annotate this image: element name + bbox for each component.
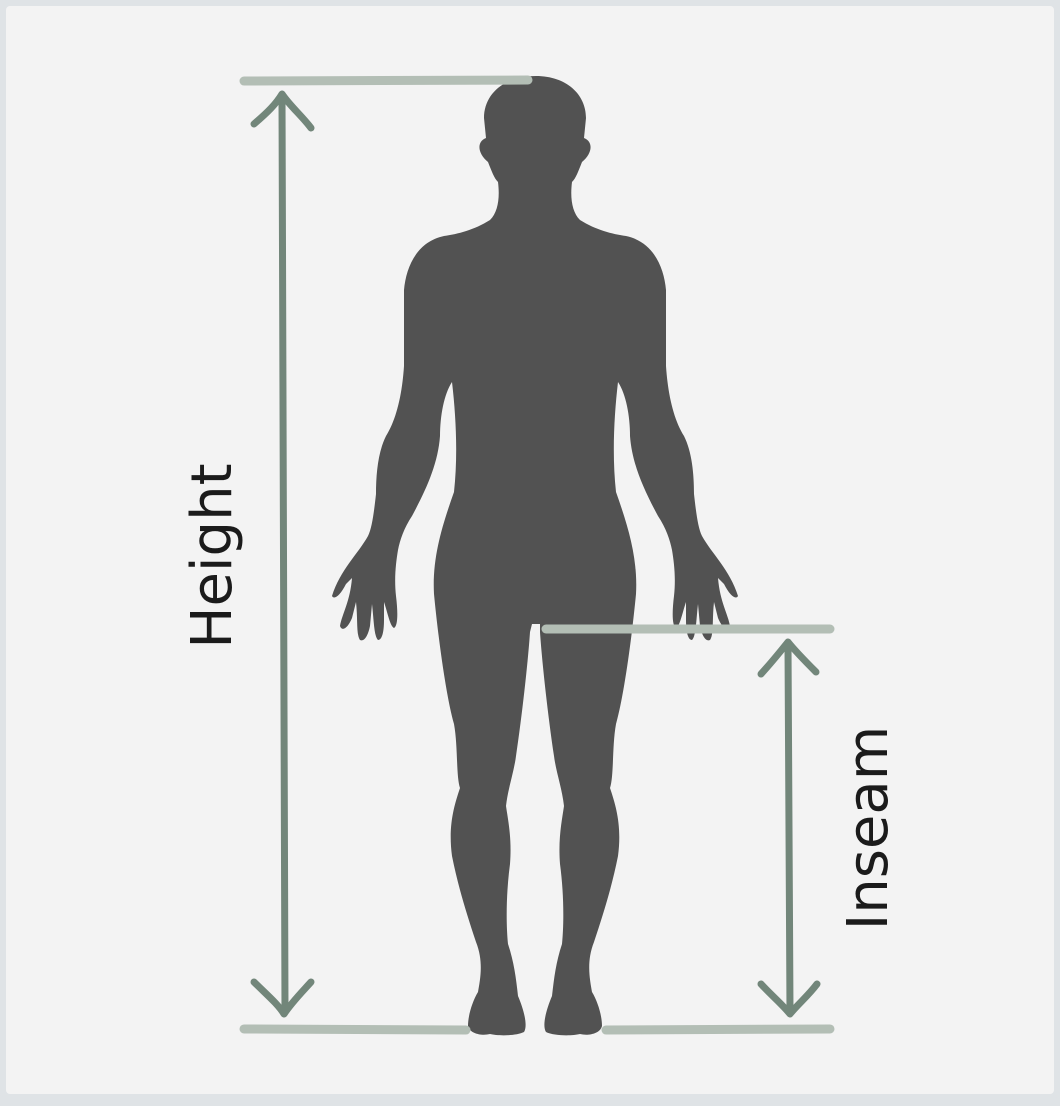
height-arrow — [250, 90, 315, 1018]
inseam-arrow-shaft — [784, 642, 794, 1015]
height-arrow-bottom-head — [250, 978, 315, 1018]
height-bottom-guide — [239, 1024, 471, 1035]
inseam-bottom-guide — [601, 1024, 835, 1035]
inseam-label: Inseam — [836, 726, 901, 931]
human-figure-silhouette — [332, 76, 738, 1036]
height-label: Height — [180, 463, 245, 648]
figure-body — [332, 76, 738, 1036]
inseam-arrow-bottom-head — [757, 980, 821, 1018]
measurement-diagram: Height Inseam — [180, 75, 901, 1036]
inseam-arrow-top-head — [757, 638, 820, 678]
inseam-arrow — [757, 638, 821, 1018]
height-top-guide — [239, 75, 533, 86]
height-arrow-top-head — [250, 90, 315, 132]
measurement-guides — [239, 75, 835, 1035]
height-arrow-shaft — [278, 94, 289, 1015]
